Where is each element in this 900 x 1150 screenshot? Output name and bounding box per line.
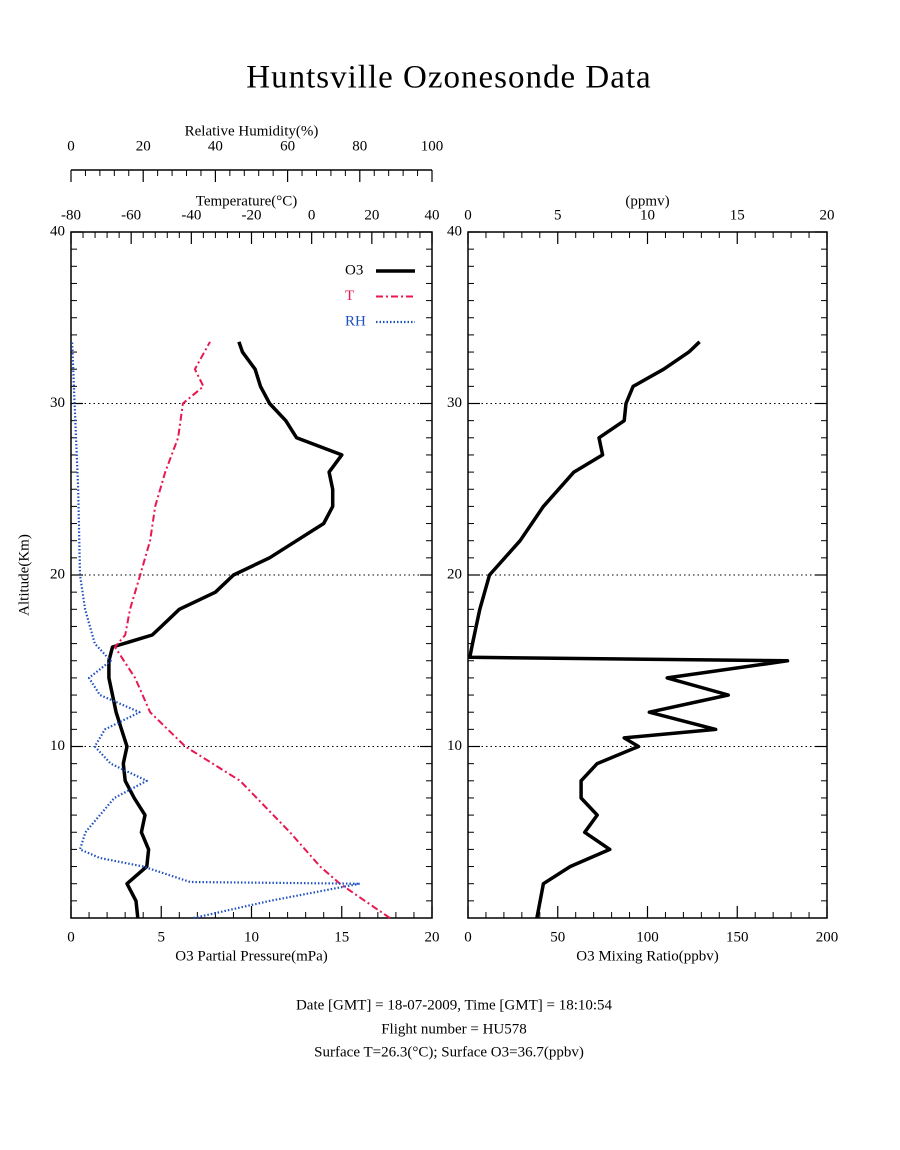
data-line: [71, 341, 361, 920]
footer-line: Date [GMT] = 18-07-2009, Time [GMT] = 18…: [296, 997, 613, 1013]
y-tick-label: 10: [50, 738, 65, 754]
data-line: [107, 341, 344, 919]
x2-tick-label: 5: [554, 207, 562, 223]
x-tick-label: 5: [158, 929, 166, 945]
x3-tick-label: 100: [421, 138, 444, 154]
x-tick-label: 20: [425, 929, 440, 945]
legend-label: RH: [345, 313, 366, 329]
x2-tick-label: 40: [425, 207, 440, 223]
x3-axis-label: Relative Humidity(%): [185, 123, 319, 139]
plot-frame: [467, 231, 828, 919]
x3-tick-label: 0: [67, 138, 75, 154]
x2-tick-label: 0: [464, 207, 472, 223]
x-tick-label: 10: [244, 929, 259, 945]
legend-label: T: [345, 288, 354, 304]
legend-label: O3: [345, 262, 363, 278]
x2-tick-label: -60: [121, 207, 141, 223]
footer-line: Surface T=26.3(°C); Surface O3=36.7(ppbv…: [314, 1044, 584, 1060]
y-axis-label: Altitude(Km): [16, 534, 32, 616]
x2-axis-label: (ppmv): [625, 193, 669, 209]
y-tick-label: 10: [447, 738, 462, 754]
x3-tick-label: 20: [136, 138, 151, 154]
x-tick-label: 15: [334, 929, 349, 945]
x2-tick-label: 20: [820, 207, 835, 223]
x-tick-label: 150: [726, 929, 749, 945]
x-tick-label: 0: [67, 929, 75, 945]
x2-axis-label: Temperature(°C): [196, 193, 298, 209]
x3-tick-label: 40: [208, 138, 223, 154]
x-axis-label: O3 Partial Pressure(mPa): [175, 948, 327, 964]
y-tick-label: 30: [50, 395, 65, 411]
data-line: [113, 341, 391, 919]
x-tick-label: 200: [816, 929, 839, 945]
y-tick-label: 20: [50, 566, 65, 582]
x2-tick-label: -40: [181, 207, 201, 223]
x2-tick-label: 10: [640, 207, 655, 223]
x3-tick-label: 80: [352, 138, 367, 154]
x2-tick-label: -20: [242, 207, 262, 223]
x2-tick-label: -80: [61, 207, 81, 223]
x2-tick-label: 15: [730, 207, 745, 223]
x2-tick-label: 20: [364, 207, 379, 223]
y-tick-label: 40: [447, 223, 462, 239]
data-line: [468, 340, 790, 919]
x3-tick-label: 60: [280, 138, 295, 154]
footer-line: Flight number = HU578: [381, 1021, 527, 1037]
chart-title: Huntsville Ozonesonde Data: [246, 60, 651, 96]
x-tick-label: 0: [464, 929, 472, 945]
y-tick-label: 30: [447, 395, 462, 411]
x2-tick-label: 0: [308, 207, 316, 223]
x-tick-label: 50: [550, 929, 565, 945]
y-tick-label: 20: [447, 566, 462, 582]
x-axis-label: O3 Mixing Ratio(ppbv): [576, 948, 719, 964]
y-tick-label: 40: [50, 223, 65, 239]
x-tick-label: 100: [636, 929, 659, 945]
